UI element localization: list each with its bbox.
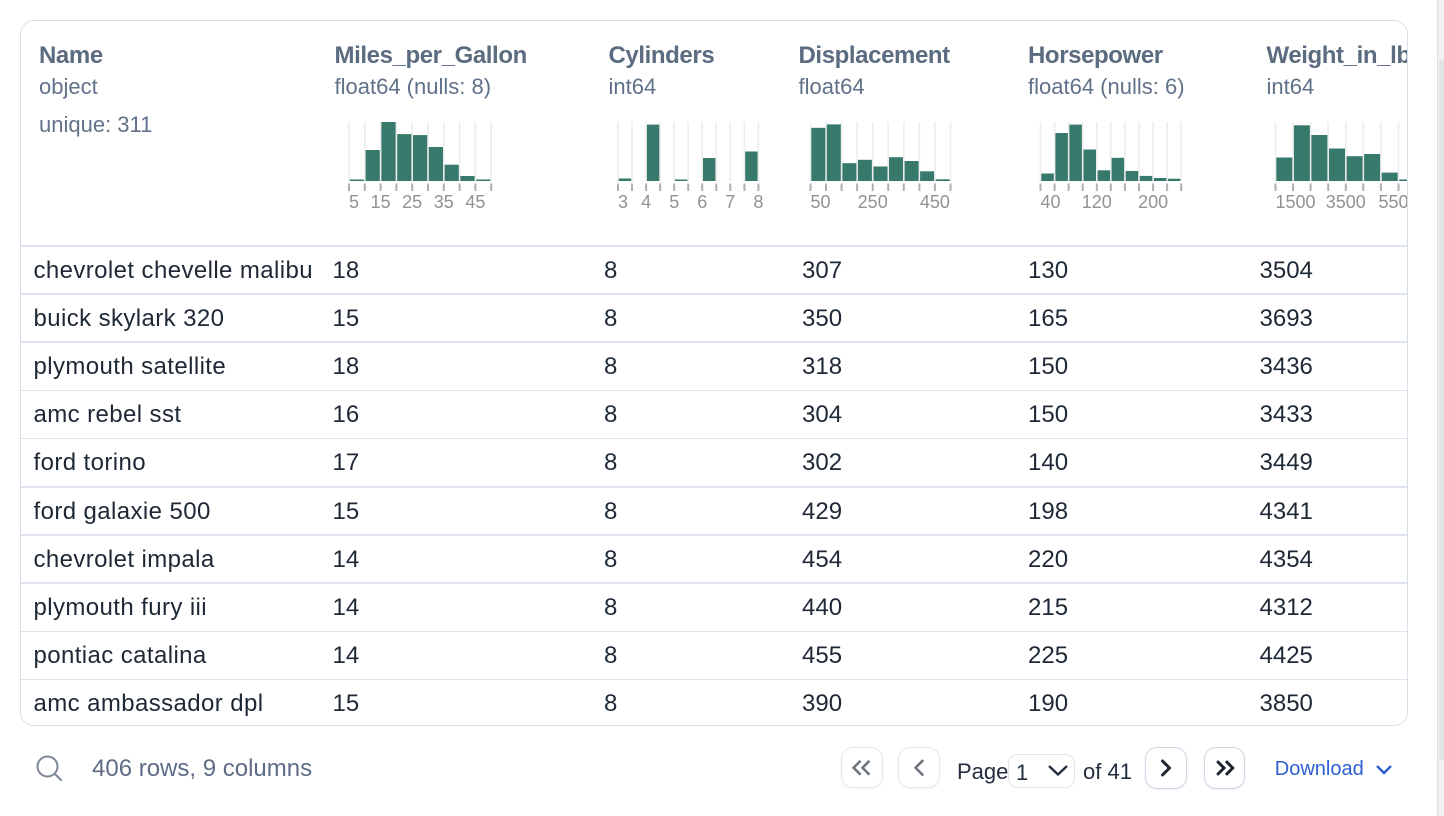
svg-text:7: 7: [725, 192, 735, 212]
svg-text:45: 45: [465, 192, 485, 212]
svg-text:8: 8: [753, 192, 763, 212]
svg-text:50: 50: [811, 192, 831, 212]
svg-text:5500: 5500: [1378, 192, 1408, 212]
svg-text:250: 250: [858, 192, 888, 212]
svg-text:120: 120: [1082, 192, 1112, 212]
svg-text:200: 200: [1138, 192, 1168, 212]
svg-text:5: 5: [349, 192, 359, 212]
svg-text:5: 5: [669, 192, 679, 212]
svg-text:3500: 3500: [1326, 192, 1366, 212]
svg-text:450: 450: [920, 192, 950, 212]
svg-text:25: 25: [402, 192, 422, 212]
svg-text:4: 4: [641, 192, 651, 212]
svg-text:1500: 1500: [1276, 192, 1316, 212]
svg-text:15: 15: [371, 192, 391, 212]
svg-text:40: 40: [1041, 192, 1061, 212]
svg-text:3: 3: [618, 192, 628, 212]
svg-text:35: 35: [434, 192, 454, 212]
svg-text:6: 6: [697, 192, 707, 212]
